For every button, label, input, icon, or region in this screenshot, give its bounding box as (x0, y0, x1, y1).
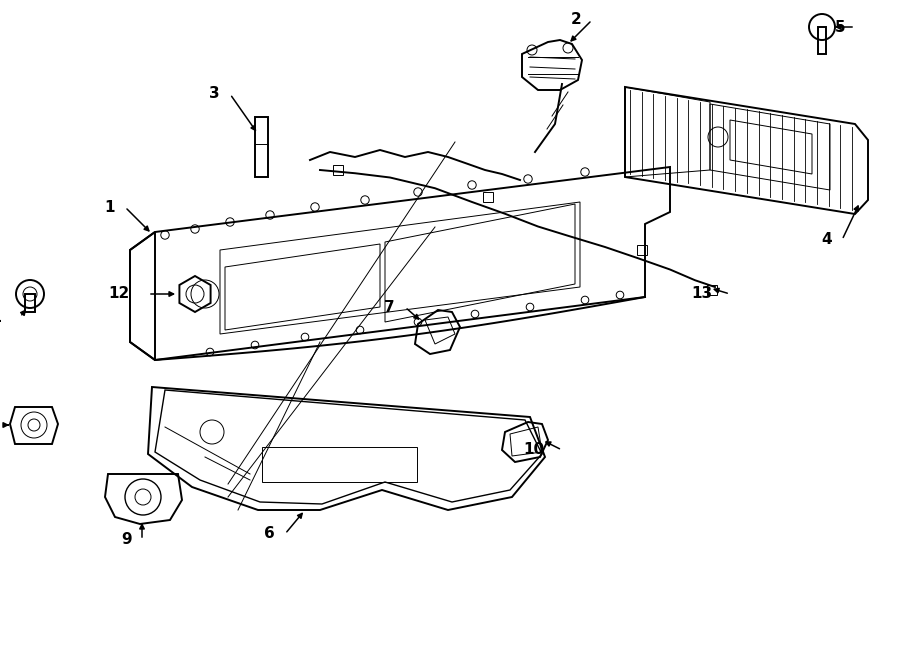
Text: 1: 1 (104, 199, 115, 214)
Bar (255, 117, 268, 177)
Text: 2: 2 (572, 13, 582, 28)
Text: 3: 3 (210, 87, 220, 101)
Text: 6: 6 (265, 526, 275, 542)
Bar (637, 245, 647, 255)
Bar (483, 192, 493, 202)
Bar (707, 285, 717, 295)
Bar (262, 447, 417, 482)
Text: 10: 10 (523, 442, 544, 457)
Text: 5: 5 (834, 19, 845, 34)
Text: 13: 13 (691, 287, 712, 301)
Bar (25, 294, 35, 312)
Text: 7: 7 (384, 299, 395, 314)
Text: 9: 9 (122, 532, 132, 547)
Text: 12: 12 (109, 287, 130, 301)
Bar (333, 165, 343, 175)
Text: 4: 4 (822, 232, 832, 248)
Bar (818, 27, 826, 54)
Text: 11: 11 (0, 310, 2, 324)
